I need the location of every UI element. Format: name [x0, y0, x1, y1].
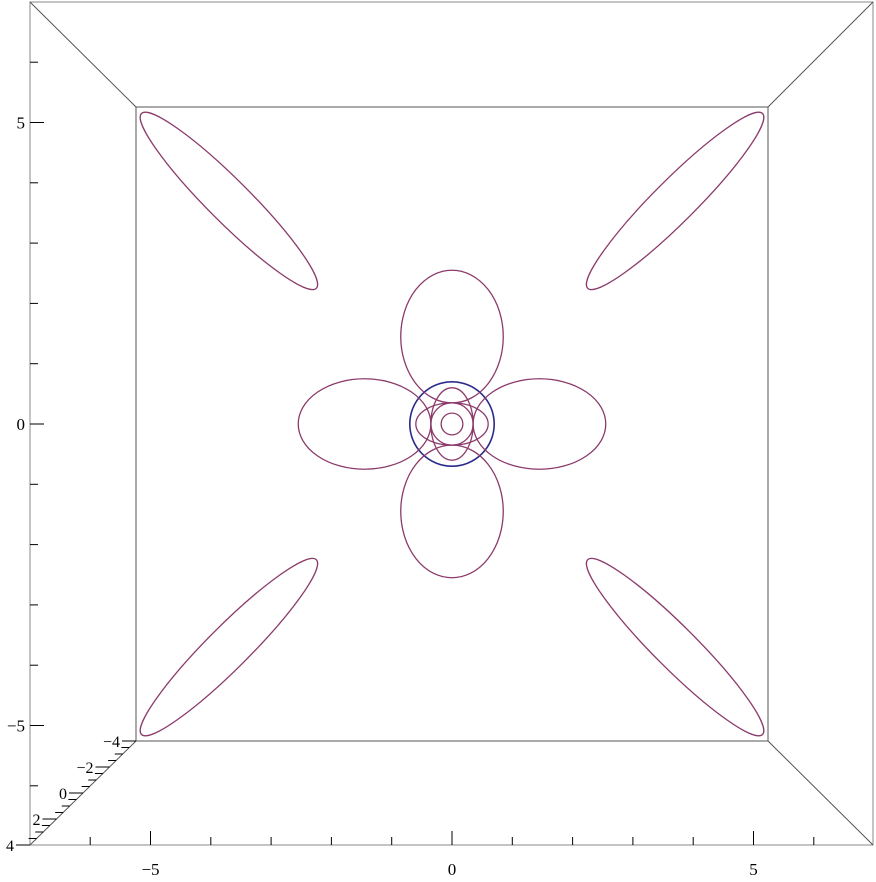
ellipse-curve-10 [440, 412, 464, 436]
edge-top-left [29, 1, 137, 108]
z-tick-label: 0 [59, 786, 67, 803]
ellipse-curve-6 [400, 444, 504, 579]
ellipse-curve-9 [430, 402, 474, 446]
z-tick-label: −4 [103, 734, 120, 751]
ellipse-curve-8 [297, 378, 432, 470]
axes-layer: −5 0 5 5 0 −5 −4 −2 0 2 4 [6, 61, 815, 879]
y-tick-label: −5 [7, 717, 25, 736]
y-tick-label: 5 [17, 114, 26, 133]
ellipse-curve-3 [139, 557, 319, 737]
z-tick-label: −2 [76, 760, 93, 777]
curves-layer [139, 111, 765, 737]
ellipse-curve-1 [585, 111, 765, 291]
ellipse-curve-12 [415, 402, 489, 446]
plot-box [29, 1, 874, 846]
x-tick-label: 5 [749, 860, 758, 879]
circle-curve [408, 380, 496, 468]
ellipse-curve-11 [430, 387, 474, 461]
x-tick-label: −5 [141, 860, 159, 879]
ellipse-curve-2 [139, 111, 319, 291]
z-tick-label: 4 [6, 838, 14, 855]
z-tick-label: 2 [33, 812, 41, 829]
ellipse-curve-5 [400, 269, 504, 404]
ellipse-curve-7 [472, 378, 607, 470]
ellipse-curve-4 [585, 557, 765, 737]
edge-top-right [767, 1, 874, 108]
y-tick-label: 0 [17, 415, 26, 434]
inner-frame [135, 106, 769, 742]
x-tick-label: 0 [448, 860, 457, 879]
edge-bottom-right [767, 740, 874, 846]
outer-frame [29, 1, 874, 846]
